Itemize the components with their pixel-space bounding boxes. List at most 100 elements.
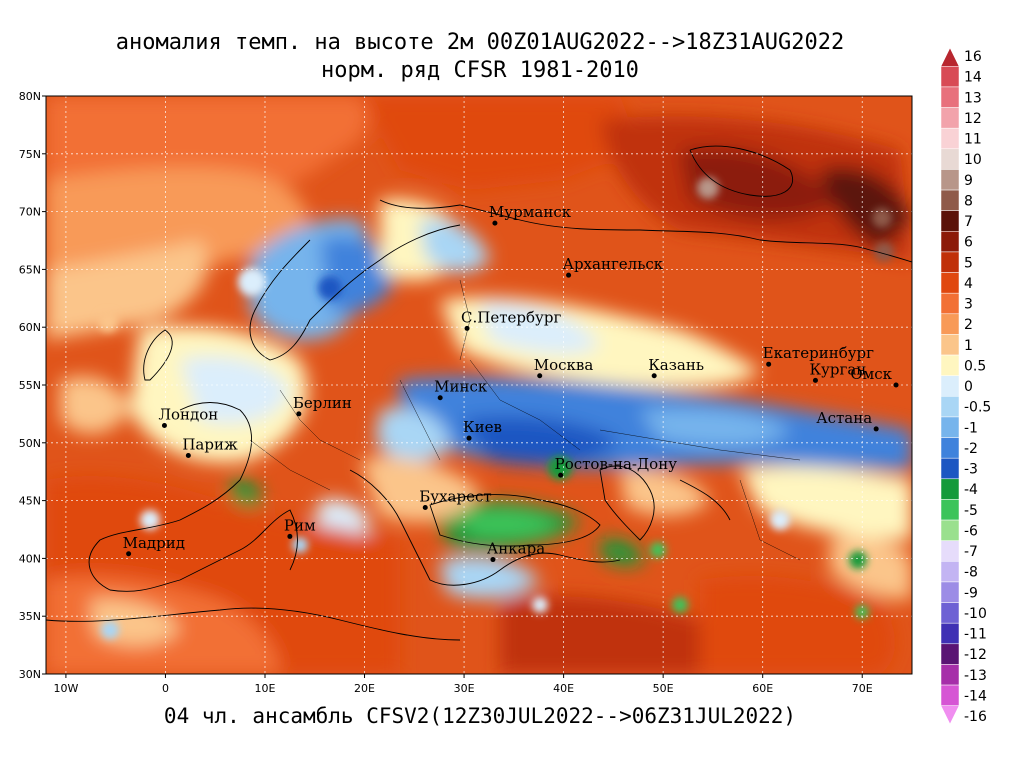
legend-swatch	[940, 561, 960, 583]
coastlines	[46, 145, 912, 641]
legend-swatch	[940, 313, 960, 335]
lat-tick-label: 55N	[19, 379, 41, 392]
legend-label: -5	[964, 503, 978, 519]
lat-tick-label: 45N	[19, 495, 41, 508]
legend-swatch	[940, 66, 960, 88]
legend-label: 8	[964, 193, 973, 209]
city-label: Минск	[434, 378, 488, 396]
legend-label: 3	[964, 297, 973, 313]
city-label: Киев	[463, 418, 502, 436]
legend-label: 5	[964, 255, 973, 271]
legend-swatch	[940, 684, 960, 706]
legend-label: 2	[964, 317, 973, 333]
city-dot	[287, 533, 293, 539]
city-marker: Бухарест	[419, 488, 492, 511]
city-dot	[766, 361, 772, 367]
lat-tick-label: 80N	[19, 90, 41, 103]
legend-label: -12	[964, 647, 987, 663]
city-dot	[466, 435, 472, 441]
city-marker: Казань	[648, 356, 704, 379]
city-dot	[566, 272, 572, 278]
lon-tick-label: 30E	[454, 682, 475, 695]
city-label: Париж	[182, 436, 238, 454]
city-dot	[873, 426, 879, 432]
legend-swatch	[940, 581, 960, 603]
legend-swatch	[940, 210, 960, 232]
color-legend: 16 14 13 12 11 10 9 8 7 6 5 4 3 2 1 0.5 0 -0.5 -1 -2 -3 -4 -5 -…	[940, 47, 991, 725]
legend-swatch	[940, 47, 960, 67]
legend-label: 0.5	[964, 358, 986, 374]
legend-swatch	[940, 643, 960, 665]
legend-label: -14	[964, 688, 987, 704]
legend-swatch	[940, 478, 960, 500]
legend-swatch	[940, 148, 960, 170]
city-label: Мадрид	[123, 534, 185, 552]
city-dot	[437, 395, 443, 401]
city-marker: Ростов-на-Дону	[555, 455, 677, 478]
legend-label: 6	[964, 235, 973, 251]
legend-label: -3	[964, 462, 978, 478]
graticule	[46, 96, 912, 674]
legend-swatch	[940, 499, 960, 521]
city-dot	[126, 551, 132, 557]
city-dot	[161, 422, 167, 428]
city-dot	[296, 411, 302, 417]
legend-label: 10	[964, 152, 982, 168]
city-dot	[651, 373, 657, 379]
city-label: Омск	[850, 365, 892, 383]
lon-tick-label: 50E	[653, 682, 674, 695]
legend-swatch	[940, 396, 960, 418]
anomaly-field	[46, 96, 912, 674]
city-dot	[537, 373, 543, 379]
city-marker: Берлин	[293, 394, 352, 417]
lon-tick-label: 0	[162, 682, 169, 695]
city-dot	[422, 505, 428, 511]
city-marker: Анкара	[487, 540, 545, 563]
lat-tick-label: 30N	[19, 668, 41, 681]
legend-swatch	[940, 334, 960, 356]
city-label: Мурманск	[489, 203, 572, 221]
city-label: Рим	[284, 516, 316, 534]
city-label: С.Петербург	[461, 308, 561, 326]
city-marker: Рим	[284, 516, 316, 539]
chart-title: аномалия темп. на высоте 2м 00Z01AUG2022…	[115, 30, 845, 55]
legend-swatch	[940, 189, 960, 211]
legend-swatch	[940, 664, 960, 686]
city-marker: С.Петербург	[461, 308, 561, 331]
legend-label: 1	[964, 338, 973, 354]
city-dot	[893, 382, 899, 388]
lat-tick-label: 70N	[19, 206, 41, 219]
lat-tick-label: 35N	[19, 610, 41, 623]
city-label: Курган	[809, 360, 866, 378]
legend-label: -11	[964, 627, 987, 643]
city-dot	[492, 220, 498, 226]
legend-swatch	[940, 292, 960, 315]
legend-swatch	[940, 231, 960, 253]
lon-tick-label: 60E	[752, 682, 773, 695]
legend-label: -13	[964, 668, 987, 684]
legend-swatch	[940, 251, 960, 273]
city-label: Архангельск	[563, 255, 664, 273]
city-marker: Киев	[463, 418, 502, 441]
chart-subtitle: норм. ряд CFSR 1981-2010	[321, 58, 639, 83]
lat-tick-label: 60N	[19, 321, 41, 334]
city-dot	[490, 557, 496, 563]
legend-label: 14	[964, 70, 982, 86]
legend-swatch	[940, 519, 960, 541]
city-label: Анкара	[487, 540, 545, 558]
legend-label: 16	[964, 49, 982, 65]
legend-swatch	[940, 107, 960, 129]
legend-label: 0	[964, 379, 973, 395]
legend-swatch	[940, 86, 960, 108]
legend-swatch	[940, 602, 960, 624]
legend-swatch	[940, 540, 960, 562]
city-marker: Москва	[534, 356, 593, 379]
lon-tick-labels: 10W 0 10E 20E 30E 40E 50E 60E 70E	[53, 682, 872, 695]
city-marker: Мурманск	[489, 203, 572, 226]
lon-tick-label: 10W	[53, 682, 78, 695]
city-marker: Архангельск	[563, 255, 664, 278]
city-label: Екатеринбург	[763, 344, 874, 362]
city-dot	[185, 453, 191, 459]
city-dot	[558, 472, 564, 478]
